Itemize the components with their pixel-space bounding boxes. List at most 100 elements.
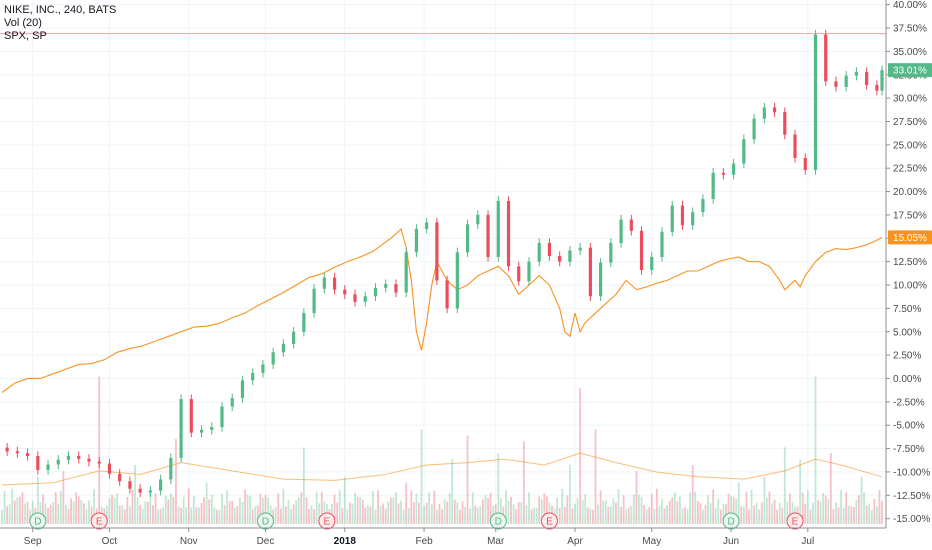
y-tick-label: 20.00%: [893, 187, 927, 198]
candle: [752, 114, 756, 144]
volume-bar: [402, 509, 405, 524]
legend-compare[interactable]: SPX, SP: [4, 30, 47, 42]
volume-bar: [719, 509, 722, 524]
volume-bar: [466, 435, 469, 524]
volume-bar: [356, 496, 359, 524]
earnings-marker[interactable]: E: [318, 512, 336, 530]
volume-bar: [607, 507, 610, 524]
earnings-marker[interactable]: E: [786, 512, 804, 530]
legend-volume[interactable]: Vol (20): [4, 17, 42, 29]
volume-bar: [118, 505, 121, 524]
volume-bar: [645, 509, 648, 524]
volume-bar: [771, 503, 773, 524]
candle-body: [179, 399, 183, 458]
volume-bar: [635, 470, 638, 524]
volume-bar: [259, 493, 262, 524]
volume-bar: [870, 509, 873, 524]
event-circle: [540, 512, 558, 530]
volume-bar: [279, 508, 282, 524]
candle: [261, 359, 265, 378]
event-circle: [786, 512, 804, 530]
dividend-marker[interactable]: D: [489, 512, 507, 530]
candle: [107, 458, 112, 479]
candle-body: [56, 459, 60, 465]
volume-bar: [476, 507, 479, 524]
volume-bar: [571, 508, 574, 524]
volume-bar: [210, 494, 213, 524]
volume-bar: [515, 509, 518, 524]
volume-bar: [438, 503, 441, 524]
candle: [414, 224, 419, 257]
dividend-marker[interactable]: D: [722, 512, 740, 530]
candle-body: [404, 252, 408, 293]
candle-body: [865, 71, 869, 86]
volume-bar: [653, 509, 656, 524]
volume-bar: [205, 482, 208, 524]
candle-body: [363, 296, 367, 302]
volume-bar: [382, 503, 385, 524]
volume-bar: [29, 509, 32, 524]
volume-bar: [855, 500, 858, 524]
volume-bar: [563, 506, 566, 524]
volume-bar: [433, 490, 436, 524]
event-circle: [90, 512, 108, 530]
volume-bar: [49, 504, 52, 524]
candle-body: [169, 457, 173, 480]
volume-bar: [842, 507, 845, 524]
volume-bar: [264, 494, 267, 524]
volume-bar: [364, 507, 367, 524]
volume-bar: [717, 498, 720, 524]
candle: [384, 279, 388, 293]
volume-bar: [858, 495, 860, 524]
volume-bar: [185, 507, 188, 524]
x-axis-labels: Sep Oct Nov Dec 2018 Feb Mar Apr May Jun Jul: [24, 528, 814, 547]
candle: [445, 275, 449, 314]
candle: [25, 448, 30, 461]
earnings-marker[interactable]: E: [90, 512, 108, 530]
volume-bar: [113, 497, 116, 524]
candle: [240, 375, 245, 403]
candle: [97, 456, 101, 469]
candle: [128, 476, 132, 494]
volume-bar: [704, 504, 707, 524]
x-tick-label: Jun: [723, 536, 739, 547]
volume-bar: [159, 508, 162, 524]
candle-body: [77, 456, 81, 459]
volume-bar: [195, 507, 198, 524]
dividend-marker[interactable]: D: [256, 512, 274, 530]
volume-bar: [256, 505, 259, 524]
earnings-marker[interactable]: E: [540, 512, 558, 530]
candle-body: [435, 222, 439, 281]
volume-bar: [44, 503, 47, 524]
volume-bar: [592, 509, 594, 524]
volume-bar: [13, 500, 16, 524]
y-tick-label: 22.50%: [893, 164, 927, 175]
volume-bar: [70, 498, 72, 524]
x-tick-label: Apr: [567, 536, 583, 547]
volume-bar: [354, 492, 356, 524]
dividend-marker[interactable]: D: [29, 512, 47, 530]
volume-bar: [336, 502, 339, 524]
volume-bar: [840, 489, 842, 524]
volume-bar: [361, 499, 364, 524]
legend-symbol[interactable]: NIKE, INC., 240, BATS: [4, 4, 117, 16]
volume-bar: [638, 494, 640, 524]
volume-bar: [459, 509, 461, 524]
volume-bar: [686, 509, 689, 524]
candle: [87, 454, 91, 467]
candle: [425, 217, 429, 234]
volume-bar: [689, 492, 692, 524]
volume-bar: [499, 497, 502, 524]
volume-bar: [282, 488, 285, 524]
candle: [343, 285, 347, 300]
candle-body: [701, 199, 705, 213]
volume-bar: [215, 509, 218, 524]
volume-bar: [175, 439, 177, 524]
volume-bar: [835, 502, 837, 524]
candle: [373, 283, 378, 301]
candle: [732, 158, 736, 180]
candle-body: [343, 289, 347, 295]
volume-bar: [489, 492, 492, 524]
candle: [56, 455, 60, 470]
